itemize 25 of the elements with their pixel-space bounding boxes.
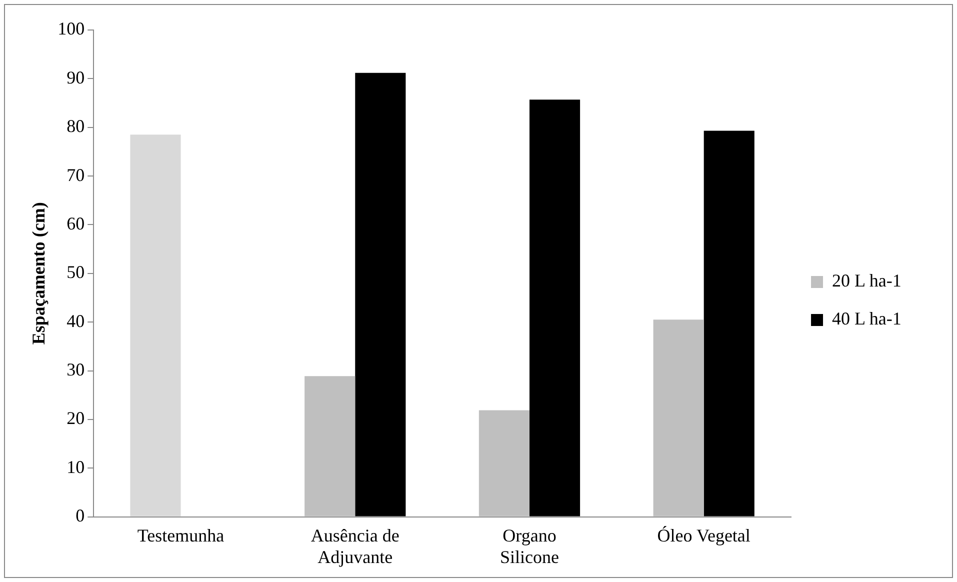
x-tick-label: Ausência de Adjuvante bbox=[310, 525, 400, 567]
y-tick-label: 0 bbox=[76, 506, 85, 526]
bar bbox=[704, 130, 754, 516]
bar bbox=[653, 320, 704, 516]
x-tick-label: Óleo Vegetal bbox=[657, 525, 750, 546]
y-axis-title: Espaçamento (cm) bbox=[28, 202, 48, 345]
x-tick-label: Organo Silicone bbox=[500, 525, 559, 567]
bar bbox=[355, 72, 406, 516]
y-tick-label: 50 bbox=[66, 262, 85, 282]
y-tick-label: 20 bbox=[66, 408, 85, 428]
legend-label: 40 L ha-1 bbox=[832, 308, 902, 329]
y-tick-label: 80 bbox=[66, 116, 85, 136]
y-tick-label: 60 bbox=[66, 213, 85, 234]
bar bbox=[304, 376, 356, 516]
y-tick-label: 40 bbox=[66, 310, 85, 331]
bar bbox=[478, 410, 530, 516]
x-tick-label: Testemunha bbox=[137, 525, 224, 546]
y-tick-label: 10 bbox=[66, 456, 85, 477]
bar bbox=[529, 100, 580, 516]
y-tick-label: 90 bbox=[66, 67, 85, 88]
bar bbox=[130, 134, 181, 516]
y-tick-label: 100 bbox=[58, 18, 85, 39]
legend-label: 20 L ha-1 bbox=[832, 270, 902, 291]
y-tick-label: 70 bbox=[66, 164, 85, 185]
y-tick-label: 30 bbox=[66, 359, 85, 380]
